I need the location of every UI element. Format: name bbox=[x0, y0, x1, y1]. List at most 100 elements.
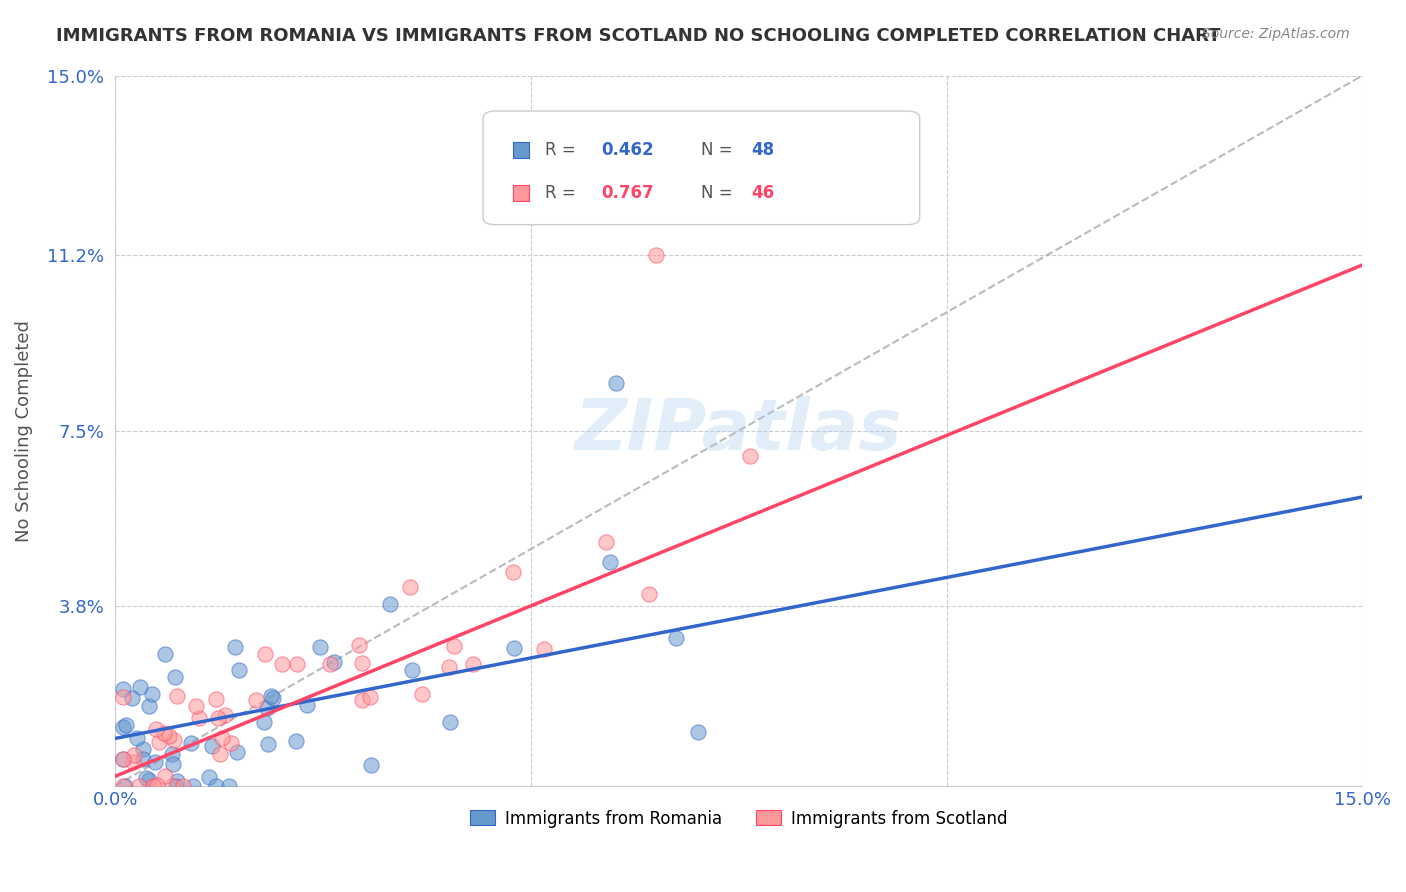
Immigrants from Scotland bbox=[142, 779, 165, 793]
Immigrants from Romania bbox=[165, 670, 187, 684]
Immigrants from Scotland bbox=[533, 642, 555, 657]
Immigrants from Romania bbox=[262, 690, 284, 705]
Immigrants from Romania bbox=[132, 752, 155, 766]
Immigrants from Scotland bbox=[740, 450, 762, 464]
Text: IMMIGRANTS FROM ROMANIA VS IMMIGRANTS FROM SCOTLAND NO SCHOOLING COMPLETED CORRE: IMMIGRANTS FROM ROMANIA VS IMMIGRANTS FR… bbox=[56, 27, 1220, 45]
Immigrants from Romania bbox=[138, 772, 160, 787]
Immigrants from Romania bbox=[180, 736, 202, 750]
Immigrants from Romania bbox=[378, 597, 401, 611]
Immigrants from Romania bbox=[115, 718, 138, 732]
Immigrants from Romania bbox=[260, 690, 283, 704]
Immigrants from Scotland bbox=[437, 659, 460, 673]
Immigrants from Romania bbox=[125, 731, 148, 746]
Immigrants from Romania bbox=[153, 647, 176, 661]
Immigrants from Scotland bbox=[254, 648, 277, 662]
Text: R =: R = bbox=[546, 141, 582, 159]
Immigrants from Romania bbox=[162, 747, 184, 761]
Text: R =: R = bbox=[546, 184, 582, 202]
Immigrants from Romania bbox=[132, 742, 155, 756]
Text: 46: 46 bbox=[751, 184, 775, 202]
Immigrants from Scotland bbox=[347, 638, 370, 652]
Immigrants from Scotland bbox=[352, 693, 374, 707]
Text: N =: N = bbox=[702, 141, 738, 159]
Immigrants from Scotland bbox=[166, 689, 188, 703]
Immigrants from Romania bbox=[253, 715, 276, 730]
Immigrants from Scotland bbox=[319, 657, 342, 672]
Immigrants from Scotland bbox=[245, 693, 267, 707]
Text: N =: N = bbox=[702, 184, 738, 202]
Immigrants from Scotland bbox=[399, 580, 422, 594]
Immigrants from Romania bbox=[323, 655, 346, 669]
Immigrants from Romania bbox=[218, 779, 240, 793]
Immigrants from Scotland bbox=[443, 639, 465, 653]
Immigrants from Romania bbox=[309, 640, 332, 654]
Text: ZIPatlas: ZIPatlas bbox=[575, 396, 903, 465]
Text: Source: ZipAtlas.com: Source: ZipAtlas.com bbox=[1202, 27, 1350, 41]
Immigrants from Scotland bbox=[644, 248, 666, 262]
Immigrants from Romania bbox=[141, 687, 163, 701]
Immigrants from Romania bbox=[401, 663, 423, 677]
Text: 0.767: 0.767 bbox=[602, 184, 654, 202]
Immigrants from Scotland bbox=[285, 657, 308, 672]
Immigrants from Scotland bbox=[142, 779, 165, 793]
Immigrants from Romania bbox=[201, 739, 224, 753]
Immigrants from Scotland bbox=[359, 690, 381, 705]
Immigrants from Romania bbox=[360, 758, 382, 772]
Immigrants from Scotland bbox=[184, 699, 207, 714]
Immigrants from Scotland bbox=[145, 778, 167, 792]
Immigrants from Romania bbox=[165, 779, 187, 793]
Immigrants from Romania bbox=[129, 681, 152, 695]
Immigrants from Scotland bbox=[112, 779, 135, 793]
Immigrants from Romania bbox=[439, 715, 461, 730]
Immigrants from Scotland bbox=[155, 769, 177, 783]
Immigrants from Scotland bbox=[214, 708, 236, 723]
Immigrants from Scotland bbox=[153, 725, 176, 739]
Immigrants from Scotland bbox=[148, 735, 170, 749]
Immigrants from Romania bbox=[114, 779, 136, 793]
Immigrants from Scotland bbox=[595, 535, 617, 549]
Immigrants from Scotland bbox=[112, 690, 135, 705]
Legend: Immigrants from Romania, Immigrants from Scotland: Immigrants from Romania, Immigrants from… bbox=[464, 803, 1014, 834]
Immigrants from Romania bbox=[686, 725, 709, 739]
Immigrants from Romania bbox=[226, 745, 249, 759]
Immigrants from Scotland bbox=[122, 747, 145, 762]
Immigrants from Scotland bbox=[157, 729, 180, 743]
Immigrants from Romania bbox=[224, 640, 246, 654]
Immigrants from Romania bbox=[143, 755, 166, 769]
Immigrants from Romania bbox=[198, 770, 221, 784]
Immigrants from Scotland bbox=[145, 722, 167, 736]
Immigrants from Scotland bbox=[112, 752, 135, 766]
Immigrants from Scotland bbox=[172, 779, 194, 793]
Immigrants from Romania bbox=[605, 376, 627, 391]
Immigrants from Scotland bbox=[411, 687, 433, 701]
Immigrants from Scotland bbox=[207, 711, 229, 725]
Immigrants from Romania bbox=[295, 698, 318, 712]
Immigrants from Romania bbox=[112, 682, 135, 697]
Immigrants from Romania bbox=[256, 701, 278, 715]
Immigrants from Scotland bbox=[208, 747, 231, 761]
Text: 0.462: 0.462 bbox=[602, 141, 654, 159]
Immigrants from Scotland bbox=[502, 565, 524, 579]
Immigrants from Romania bbox=[181, 779, 204, 793]
Immigrants from Romania bbox=[166, 774, 188, 789]
Immigrants from Scotland bbox=[350, 656, 373, 670]
Immigrants from Romania bbox=[205, 779, 228, 793]
Text: 48: 48 bbox=[751, 141, 775, 159]
Immigrants from Scotland bbox=[187, 711, 209, 725]
Immigrants from Romania bbox=[135, 772, 157, 786]
Immigrants from Scotland bbox=[162, 732, 184, 747]
Immigrants from Scotland bbox=[128, 779, 150, 793]
Immigrants from Romania bbox=[599, 555, 621, 569]
Immigrants from Romania bbox=[257, 737, 280, 751]
Immigrants from Romania bbox=[228, 663, 250, 677]
Immigrants from Romania bbox=[112, 752, 135, 766]
Y-axis label: No Schooling Completed: No Schooling Completed bbox=[15, 319, 32, 541]
Immigrants from Romania bbox=[162, 756, 184, 771]
FancyBboxPatch shape bbox=[484, 111, 920, 225]
Immigrants from Scotland bbox=[638, 586, 661, 600]
Immigrants from Romania bbox=[112, 720, 135, 734]
Immigrants from Scotland bbox=[204, 691, 226, 706]
Immigrants from Romania bbox=[503, 641, 526, 656]
Immigrants from Scotland bbox=[461, 657, 484, 671]
Immigrants from Scotland bbox=[121, 755, 143, 769]
